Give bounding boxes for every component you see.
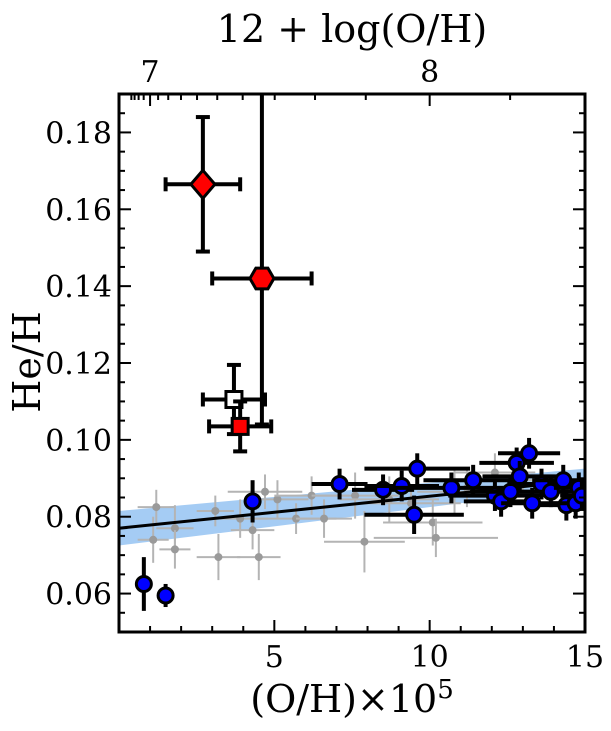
data-point-dot [324, 510, 405, 573]
gray-point-marker [261, 487, 270, 496]
data-point-diamond [163, 115, 243, 254]
gray-point-marker [320, 514, 329, 523]
data-point-circle [532, 464, 585, 496]
blue-circle-marker [572, 486, 585, 505]
blue-circle-marker [520, 444, 539, 463]
top-x-tick-label: 7 [141, 55, 160, 90]
data-point-dot [196, 534, 241, 581]
data-point-circle [560, 480, 585, 511]
data-point-dot [196, 495, 234, 527]
gray-point-marker [273, 495, 282, 504]
x-tick-label: 5 [265, 640, 284, 675]
y-tick-label: 0.08 [45, 501, 112, 536]
blue-circle-marker [464, 471, 483, 490]
data-point-circle [364, 495, 464, 535]
square-marker [230, 416, 250, 436]
gray-point-marker [211, 506, 220, 515]
y-tick-label: 0.12 [45, 347, 112, 382]
gray-point-marker [149, 535, 158, 544]
blue-circle-marker [330, 475, 349, 494]
axis-labels: He/H (O/H)×105 12 + log(O/H) [5, 7, 487, 721]
gray-point-marker [360, 537, 369, 546]
y-tick-label: 0.06 [45, 578, 112, 613]
gray-point-marker [170, 524, 179, 533]
plot-area [119, 94, 585, 611]
y-axis-title: He/H [5, 311, 49, 413]
x-axis-title: (O/H)×105 [250, 675, 454, 721]
series-circle [134, 437, 585, 611]
gray-point-marker [248, 526, 257, 535]
gray-point-marker [351, 491, 360, 500]
data-point-circle [134, 557, 153, 611]
y-tick-label: 0.10 [45, 424, 112, 459]
blue-circle-marker [156, 586, 175, 605]
data-point-circle [311, 468, 368, 500]
plot-frame [117, 92, 587, 634]
gray-point-marker [431, 533, 440, 542]
data-point-dot [137, 516, 169, 563]
series-hexagon [210, 94, 314, 427]
y-tick-label: 0.14 [45, 270, 112, 305]
x-axis-title-main: (O/H)×10 [250, 677, 437, 721]
y-tick-label: 0.16 [45, 193, 112, 228]
x-tick-label: 15 [566, 640, 604, 675]
data-point-dot [373, 518, 499, 558]
gray-point-marker [428, 518, 437, 527]
data-point-circle [498, 437, 561, 469]
blue-circle-marker [510, 467, 529, 486]
blue-circle-marker [405, 505, 424, 524]
series-diamond [163, 115, 243, 254]
blue-circle-marker [523, 494, 542, 513]
axes: 5 10 15 7 8 0.06 0.08 0.10 0.12 0.14 0.16 0.18 [45, 55, 604, 675]
blue-circle-marker [134, 574, 153, 593]
gray-point-marker [254, 553, 263, 562]
blue-circle-marker [501, 482, 520, 501]
data-point-circle [156, 583, 175, 608]
x-tick-label: 10 [411, 640, 449, 675]
top-x-axis-title: 12 + log(O/H) [217, 7, 487, 51]
data-point-dot [159, 530, 191, 569]
blue-circle-marker [554, 471, 573, 490]
gray-point-marker [214, 553, 223, 562]
gray-point-marker [152, 503, 161, 512]
data-point-hexagon [210, 94, 314, 427]
data-point-circle [243, 480, 262, 523]
data-point-dot [227, 474, 303, 510]
blue-circle-marker [408, 459, 427, 478]
x-axis-title-exponent: 5 [437, 675, 454, 705]
data-point-dot [137, 489, 175, 525]
diamond-marker [188, 168, 217, 201]
top-x-tick-label: 8 [420, 55, 439, 90]
gray-point-marker [170, 545, 179, 554]
data-point-dot [237, 534, 281, 581]
y-tick-label: 0.18 [45, 116, 112, 151]
blue-circle-marker [442, 478, 461, 497]
hexagon-marker [248, 266, 276, 291]
blue-circle-marker [243, 492, 262, 511]
data-point-circle [364, 453, 471, 485]
